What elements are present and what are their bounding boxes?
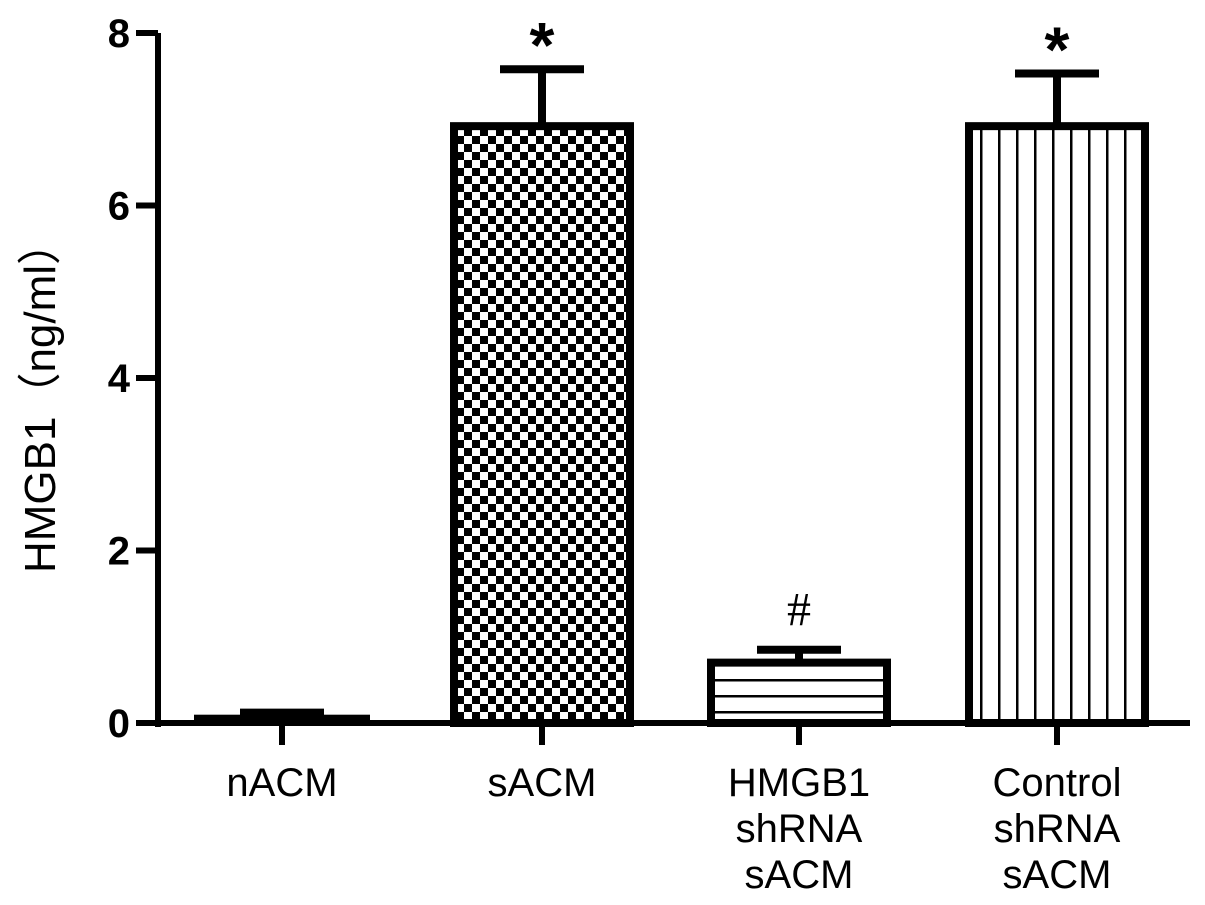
x-tick-label: Control bbox=[993, 761, 1122, 805]
y-tick-label: 4 bbox=[108, 357, 131, 401]
y-tick-label: 8 bbox=[108, 12, 130, 56]
bar bbox=[194, 714, 370, 723]
axes-layer bbox=[136, 30, 1190, 745]
y-axis-label: HMGB1（ng/ml） bbox=[16, 221, 65, 573]
y-tick-label: 2 bbox=[108, 530, 130, 574]
x-tick-label: sACM bbox=[745, 853, 854, 897]
significance-hash-label: # bbox=[787, 584, 811, 637]
x-tick-label: sACM bbox=[1003, 853, 1112, 897]
y-tick-label: 6 bbox=[108, 185, 130, 229]
bar bbox=[707, 658, 891, 727]
x-tick-label: nACM bbox=[226, 761, 337, 805]
x-tick-label: sACM bbox=[488, 761, 597, 805]
significance-star-label: * bbox=[530, 9, 555, 81]
significance-star-label: * bbox=[1045, 14, 1070, 86]
y-tick-label: 0 bbox=[108, 702, 130, 746]
x-tick-label: shRNA bbox=[994, 807, 1121, 851]
bar bbox=[450, 122, 634, 727]
x-tick-label: HMGB1 bbox=[728, 761, 870, 805]
x-tick-label: shRNA bbox=[736, 807, 863, 851]
bar bbox=[965, 122, 1149, 727]
bars-layer bbox=[194, 65, 1149, 727]
